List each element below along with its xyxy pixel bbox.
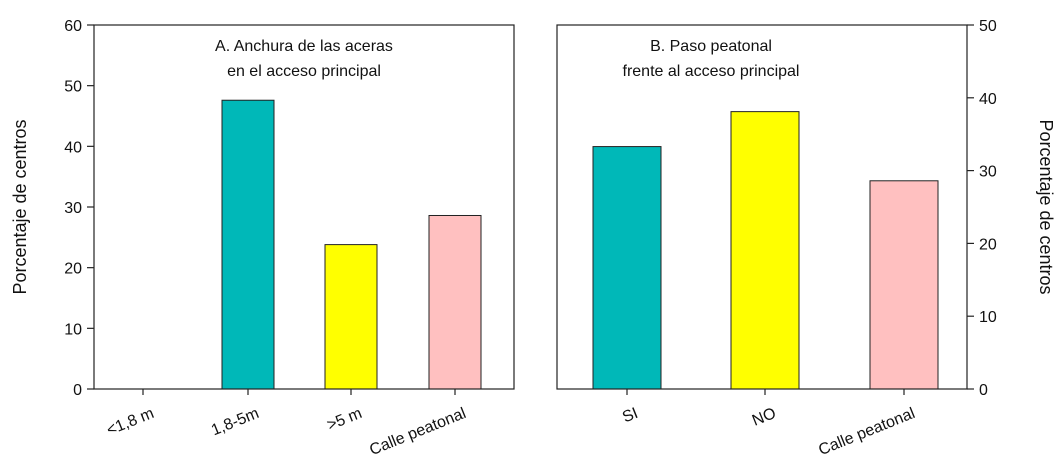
x-category-label: >5 m bbox=[325, 405, 365, 434]
bar-b-1 bbox=[592, 146, 662, 390]
bar-b-2 bbox=[730, 111, 800, 390]
y-tick-label: 20 bbox=[64, 261, 82, 278]
bar-a-3 bbox=[324, 244, 378, 390]
y-tick-label: 10 bbox=[979, 309, 997, 326]
panel-title: frente al acceso principal bbox=[623, 63, 800, 80]
y-tick-label: 10 bbox=[64, 321, 82, 338]
y-tick-label: 40 bbox=[979, 91, 997, 108]
bar-a-2 bbox=[221, 99, 275, 390]
y-tick-label: 20 bbox=[979, 236, 997, 253]
y-axis-label: Porcentaje de centros bbox=[10, 119, 30, 294]
panel-a: 0 10 20 30 40 50 60 <1,8 m 1,8-5m >5 m Calle peato… bbox=[10, 18, 515, 459]
x-category-label: Calle peatonal bbox=[367, 405, 468, 459]
y-tick-label: 30 bbox=[64, 200, 82, 217]
x-category-label: 1,8-5m bbox=[209, 405, 262, 439]
y-tick-label: 0 bbox=[979, 382, 988, 399]
x-category-label: <1,8 m bbox=[104, 405, 156, 439]
panel-title: A. Anchura de las aceras bbox=[215, 38, 393, 55]
panel-title: en el acceso principal bbox=[227, 63, 381, 80]
x-category-label: NO bbox=[750, 405, 779, 430]
panel-title: B. Paso peatonal bbox=[650, 38, 772, 55]
y-tick-label: 60 bbox=[64, 18, 82, 35]
y-tick-label: 50 bbox=[979, 18, 997, 35]
bar-b-3 bbox=[869, 180, 939, 390]
plot-frame bbox=[556, 24, 968, 390]
x-category-label: Calle peatonal bbox=[816, 405, 917, 459]
y-tick-label: 50 bbox=[64, 79, 82, 96]
x-category-label: SI bbox=[620, 405, 640, 426]
y-tick-label: 40 bbox=[64, 139, 82, 156]
y-tick-label: 30 bbox=[979, 164, 997, 181]
bar-a-4 bbox=[428, 214, 482, 390]
y-tick-label: 0 bbox=[73, 382, 82, 399]
y-axis-label: Porcentaje de centros bbox=[1036, 119, 1056, 294]
panel-b: 0 10 20 30 40 50 SI NO Calle peatonal Porcentaje … bbox=[556, 18, 1056, 459]
